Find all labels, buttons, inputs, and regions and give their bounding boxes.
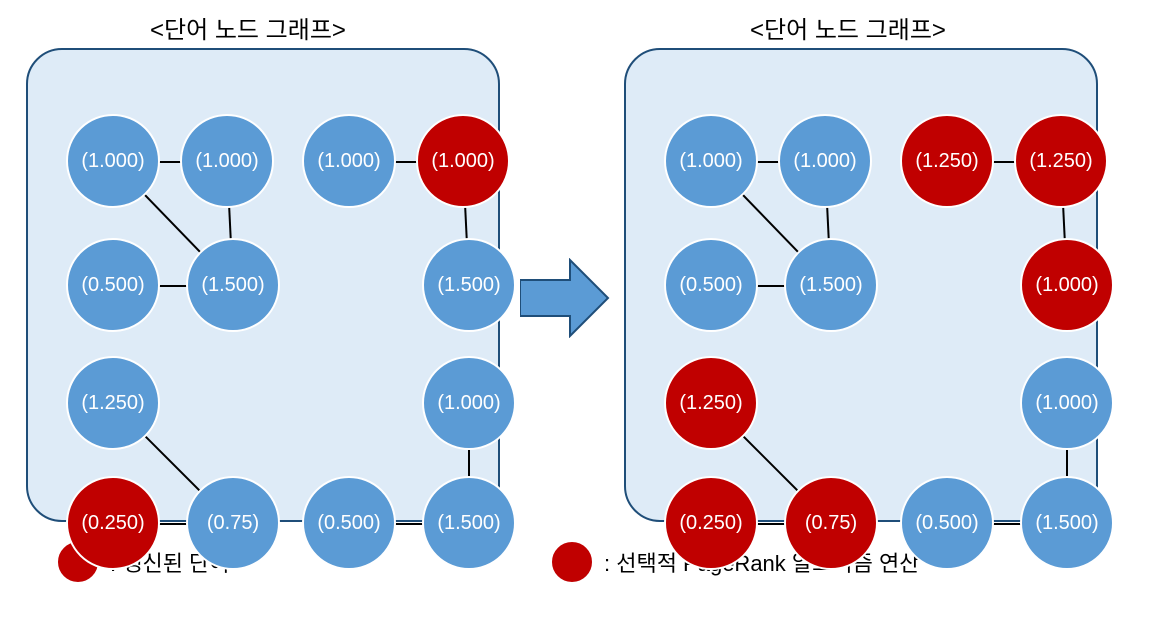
title-right: <단어 노드 그래프> xyxy=(750,10,946,45)
right-node: (1.250) xyxy=(900,114,994,208)
right-node: (1.500) xyxy=(1020,476,1114,570)
left-node: (1.000) xyxy=(302,114,396,208)
left-node: (1.500) xyxy=(422,238,516,332)
left-node: (0.500) xyxy=(66,238,160,332)
left-node: (0.500) xyxy=(302,476,396,570)
title-left: <단어 노드 그래프> xyxy=(150,10,346,45)
right-node: (0.250) xyxy=(664,476,758,570)
right-node: (1.000) xyxy=(778,114,872,208)
right-node: (1.250) xyxy=(1014,114,1108,208)
right-node: (0.500) xyxy=(900,476,994,570)
left-node: (1.500) xyxy=(186,238,280,332)
legend-dot-red-right xyxy=(550,540,594,584)
right-node: (1.500) xyxy=(784,238,878,332)
left-node: (1.250) xyxy=(66,356,160,450)
left-node: (1.000) xyxy=(66,114,160,208)
arrow-icon xyxy=(520,258,610,343)
right-node: (1.000) xyxy=(1020,238,1114,332)
left-node: (0.75) xyxy=(186,476,280,570)
left-node: (1.000) xyxy=(416,114,510,208)
right-node: (0.500) xyxy=(664,238,758,332)
left-node: (1.000) xyxy=(180,114,274,208)
right-node: (1.250) xyxy=(664,356,758,450)
left-node: (0.250) xyxy=(66,476,160,570)
left-node: (1.500) xyxy=(422,476,516,570)
right-node: (1.000) xyxy=(664,114,758,208)
left-node: (1.000) xyxy=(422,356,516,450)
legend-text-right: : 선택적 PageRank 알고리즘 연산 xyxy=(604,546,919,578)
right-node: (1.000) xyxy=(1020,356,1114,450)
right-node: (0.75) xyxy=(784,476,878,570)
